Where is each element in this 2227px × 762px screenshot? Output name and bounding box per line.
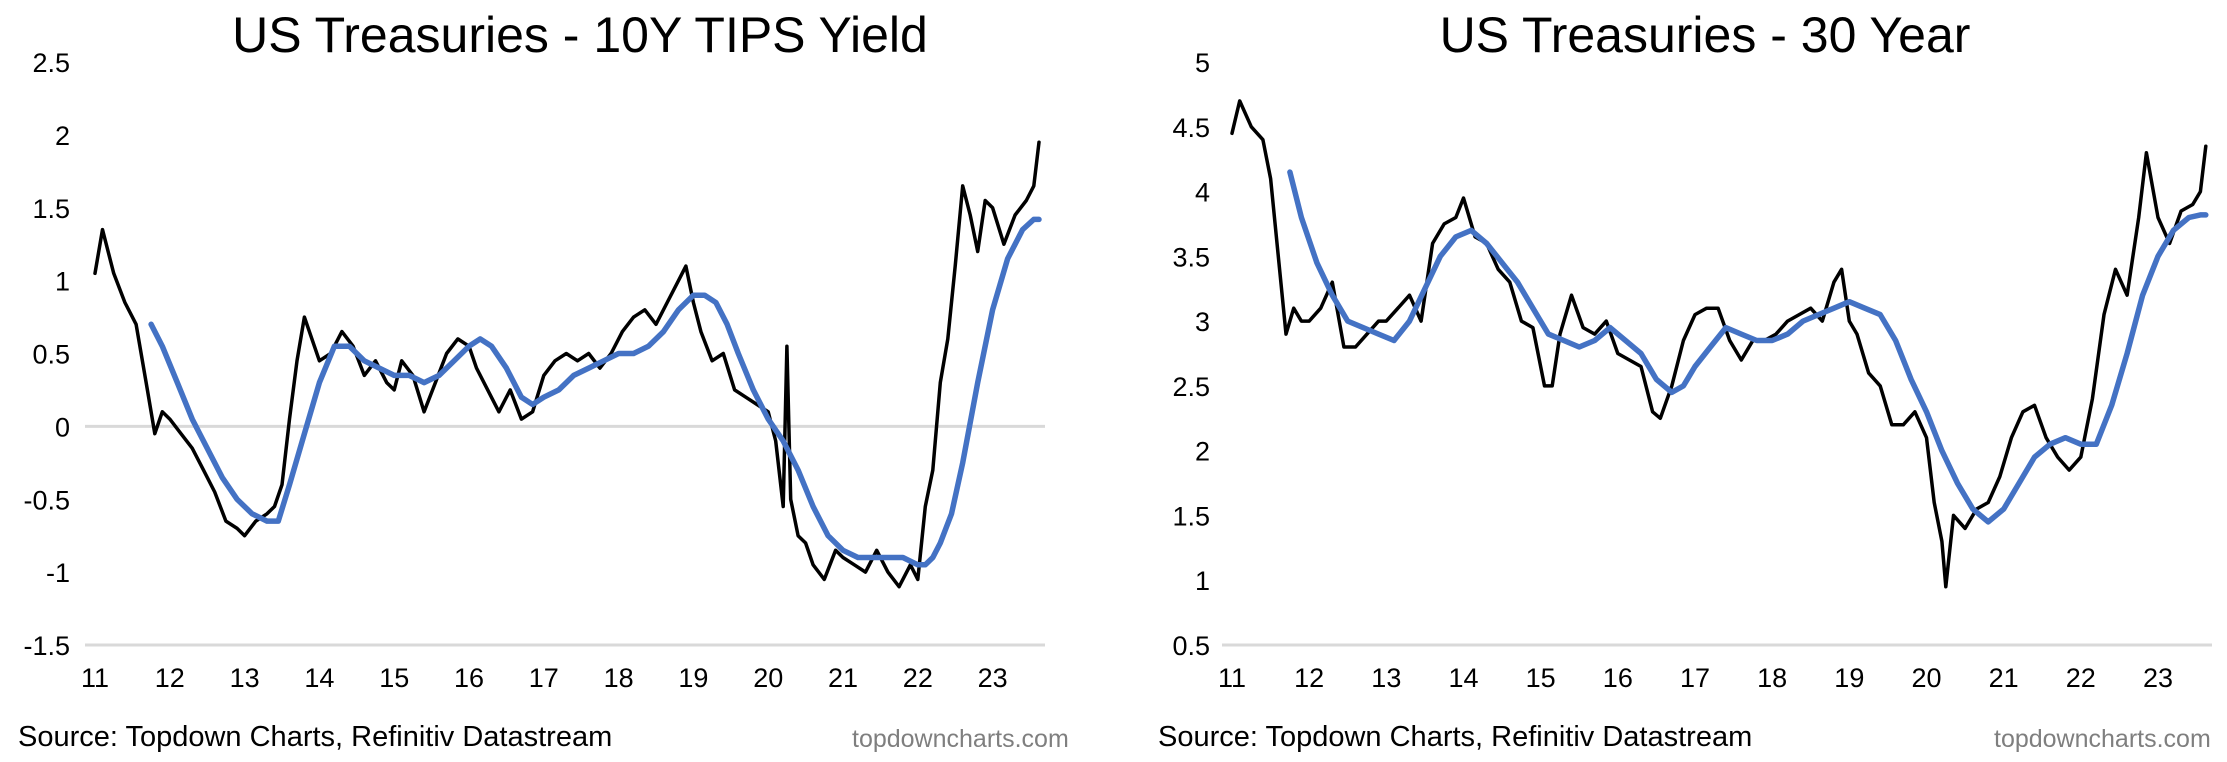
series-line-yield <box>1230 99 2208 589</box>
x-tick-label: 14 <box>1448 663 1478 693</box>
x-tick-label: 20 <box>753 663 783 693</box>
x-tick-label: 22 <box>903 663 933 693</box>
series-line-yield <box>93 140 1041 589</box>
x-tick-label: 23 <box>978 663 1008 693</box>
chart-panel-tips: US Treasuries - 10Y TIPS Yield 2.5 2 1.5 1 0… <box>0 0 1110 762</box>
x-tick-label: 11 <box>1218 663 1246 693</box>
y-tick-label: 3.5 <box>1172 242 1210 272</box>
watermark: topdowncharts.com <box>1994 725 2211 753</box>
x-tick-label: 23 <box>2143 663 2173 693</box>
x-tick-label: 21 <box>1989 663 2019 693</box>
y-tick-label: 2 <box>55 121 70 151</box>
y-tick-label: 0.5 <box>32 340 70 370</box>
x-tick-label: 11 <box>81 663 109 693</box>
y-tick-label: 2.5 <box>1172 372 1210 402</box>
y-tick-label: 1.5 <box>32 194 70 224</box>
watermark: topdowncharts.com <box>852 725 1069 753</box>
x-tick-label: 15 <box>379 663 409 693</box>
y-tick-label: 1 <box>1195 566 1210 596</box>
series-line-moving-average <box>148 216 1042 568</box>
x-tick-label: 13 <box>230 663 260 693</box>
x-tick-label: 21 <box>828 663 858 693</box>
y-tick-label: 2.5 <box>32 48 70 78</box>
x-tick-label: 19 <box>678 663 708 693</box>
x-tick-label: 13 <box>1371 663 1401 693</box>
y-tick-label: 1.5 <box>1172 501 1210 531</box>
y-tick-label: 2 <box>1195 437 1210 467</box>
x-tick-label: 17 <box>1680 663 1710 693</box>
x-tick-label: 15 <box>1526 663 1556 693</box>
x-tick-label: 16 <box>454 663 484 693</box>
y-tick-label: 5 <box>1195 48 1210 78</box>
source-note: Source: Topdown Charts, Refinitiv Datast… <box>18 721 613 753</box>
x-tick-label: 20 <box>1911 663 1941 693</box>
chart-plot-tips: 2.5 2 1.5 1 0.5 0 -0.5 -1 -1.5 11 12 13 14 15 16 17 18 19… <box>23 48 1045 693</box>
x-tick-label: 22 <box>2066 663 2096 693</box>
y-tick-label: 4.5 <box>1172 113 1210 143</box>
x-tick-label: 12 <box>1294 663 1324 693</box>
x-tick-label: 16 <box>1603 663 1633 693</box>
chart-panel-30y: US Treasuries - 30 Year 5 4.5 4 3.5 3 2.5 2 1.5… <box>1140 0 2227 762</box>
y-tick-label: 0.5 <box>1172 631 1210 661</box>
x-tick-label: 18 <box>604 663 634 693</box>
x-tick-label: 19 <box>1834 663 1864 693</box>
y-tick-label: 3 <box>1195 307 1210 337</box>
y-tick-label: -1 <box>46 558 70 588</box>
y-tick-label: 1 <box>55 267 70 297</box>
x-tick-label: 14 <box>304 663 334 693</box>
x-tick-label: 12 <box>155 663 185 693</box>
series-line-moving-average <box>1287 169 2209 525</box>
chart-title: US Treasuries - 30 Year <box>1439 7 1971 63</box>
y-tick-label: 0 <box>55 412 70 442</box>
source-note: Source: Topdown Charts, Refinitiv Datast… <box>1158 721 1753 753</box>
y-tick-label: 4 <box>1195 178 1210 208</box>
x-tick-label: 18 <box>1757 663 1787 693</box>
y-tick-label: -0.5 <box>23 485 70 515</box>
chart-plot-30y: 5 4.5 4 3.5 3 2.5 2 1.5 1 0.5 11 12 13 14 15 16 17 18 19 20… <box>1172 48 2212 693</box>
y-tick-label: -1.5 <box>23 631 70 661</box>
chart-title: US Treasuries - 10Y TIPS Yield <box>232 7 928 63</box>
x-tick-label: 17 <box>529 663 559 693</box>
